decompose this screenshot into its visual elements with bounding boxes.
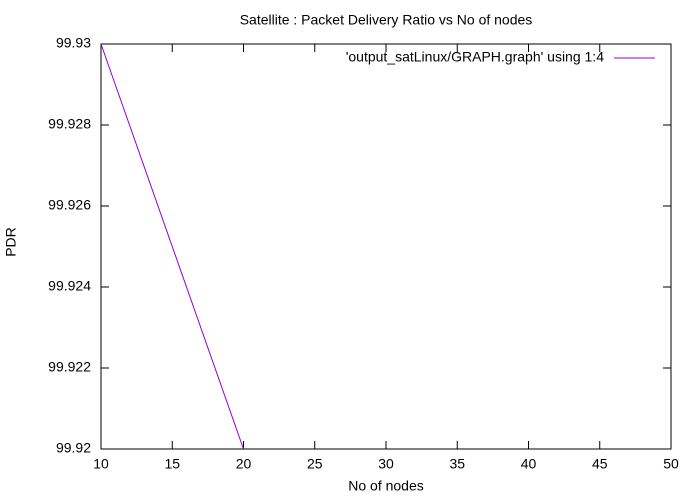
y-tick-label: 99.922 [48, 359, 91, 375]
y-tick-label: 99.92 [56, 440, 91, 456]
chart-title: Satellite : Packet Delivery Ratio vs No … [240, 12, 533, 28]
x-tick-label: 40 [521, 456, 537, 472]
x-axis-label: No of nodes [348, 478, 424, 494]
y-tick-label: 99.93 [56, 35, 91, 51]
y-tick-label: 99.928 [48, 116, 91, 132]
x-tick-label: 45 [592, 456, 608, 472]
y-tick-label: 99.926 [48, 197, 91, 213]
x-tick-label: 25 [307, 456, 323, 472]
x-tick-label: 50 [663, 456, 679, 472]
x-tick-label: 10 [93, 456, 109, 472]
legend-label: 'output_satLinux/GRAPH.graph' using 1:4 [346, 49, 604, 65]
y-tick-label: 99.924 [48, 278, 91, 294]
x-tick-label: 20 [236, 456, 252, 472]
plot-frame [100, 43, 672, 450]
x-tick-label: 30 [378, 456, 394, 472]
data-line [100, 43, 244, 450]
y-axis-label: PDR [3, 227, 19, 257]
x-tick-label: 35 [449, 456, 465, 472]
x-tick-label: 15 [164, 456, 180, 472]
